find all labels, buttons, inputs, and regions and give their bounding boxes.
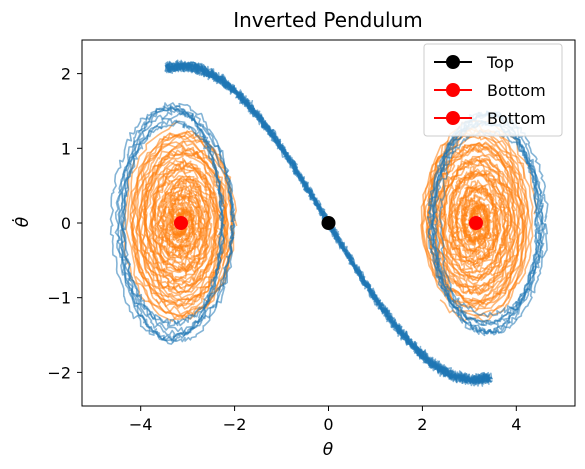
x-tick-label: 2	[417, 415, 427, 434]
chart-title: Inverted Pendulum	[233, 8, 423, 32]
legend-label-2: Bottom	[487, 109, 546, 128]
blue-left-loop-trajectory-7	[114, 120, 234, 326]
x-axis-ticks: −4 −2 0 2 4	[129, 406, 521, 434]
y-tick-label: 0	[61, 214, 71, 233]
x-tick-label: 4	[511, 415, 521, 434]
x-tick-label: 0	[323, 415, 333, 434]
legend-marker-1	[446, 83, 460, 97]
y-tick-label: −1	[47, 289, 71, 308]
legend-marker-0	[446, 55, 460, 69]
y-axis-label: θ̇	[10, 216, 33, 227]
blue-left-loop-trajectory-6	[120, 104, 224, 342]
orange-left-trajectory-4	[121, 131, 235, 322]
y-tick-label: 2	[61, 65, 71, 84]
orange-left-trajectory-6	[130, 130, 235, 320]
legend-label-1: Bottom	[487, 81, 546, 100]
y-axis-ticks: −2 −1 0 1 2	[47, 65, 82, 382]
legend-label-0: Top	[486, 53, 514, 72]
y-tick-label: 1	[61, 139, 71, 158]
y-tick-label: −2	[47, 363, 71, 382]
legend: Top Bottom Bottom	[423, 43, 563, 137]
x-tick-label: −2	[223, 415, 247, 434]
marker-bottom-1	[173, 216, 188, 230]
equilibrium-markers	[173, 216, 484, 230]
legend-box	[423, 43, 563, 137]
marker-top-0	[321, 216, 336, 230]
legend-marker-2	[446, 111, 460, 125]
x-axis-label: θ	[323, 440, 334, 460]
blue-left-loop-trajectory-4	[119, 108, 235, 338]
x-tick-label: −4	[129, 415, 153, 434]
marker-bottom-2	[469, 216, 484, 230]
blue-right-loop-trajectory-7	[430, 129, 546, 318]
